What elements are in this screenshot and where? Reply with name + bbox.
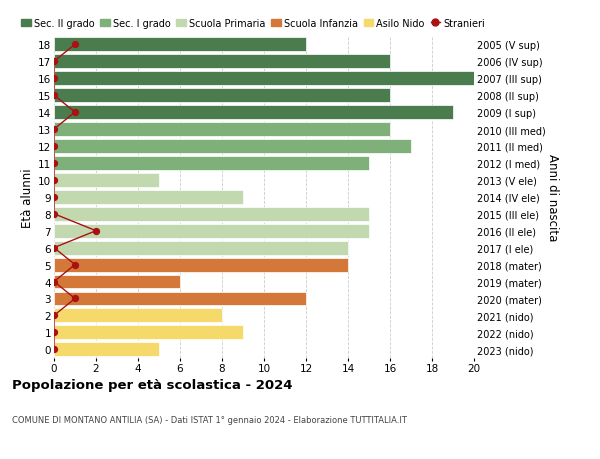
Bar <box>54 326 243 340</box>
Bar <box>54 258 348 272</box>
Point <box>70 261 80 269</box>
Text: Popolazione per età scolastica - 2024: Popolazione per età scolastica - 2024 <box>12 379 293 392</box>
Point <box>49 194 59 201</box>
Point <box>70 41 80 49</box>
Bar <box>54 106 453 120</box>
Bar <box>54 55 390 69</box>
Bar <box>54 174 159 187</box>
Point <box>49 177 59 184</box>
Bar <box>54 275 180 289</box>
Bar <box>54 241 348 255</box>
Point <box>70 295 80 302</box>
Point <box>49 312 59 319</box>
Bar <box>54 38 306 52</box>
Point <box>49 58 59 66</box>
Point <box>49 245 59 252</box>
Point <box>49 143 59 150</box>
Bar <box>54 224 369 238</box>
Point <box>49 75 59 83</box>
Y-axis label: Età alunni: Età alunni <box>21 168 34 227</box>
Point <box>70 109 80 117</box>
Bar <box>54 157 369 170</box>
Point <box>49 329 59 336</box>
Text: COMUNE DI MONTANO ANTILIA (SA) - Dati ISTAT 1° gennaio 2024 - Elaborazione TUTTI: COMUNE DI MONTANO ANTILIA (SA) - Dati IS… <box>12 415 407 425</box>
Legend: Sec. II grado, Sec. I grado, Scuola Primaria, Scuola Infanzia, Asilo Nido, Stran: Sec. II grado, Sec. I grado, Scuola Prim… <box>21 19 485 28</box>
Bar <box>54 292 306 306</box>
Point <box>49 126 59 134</box>
Bar <box>54 342 159 357</box>
Point <box>91 228 101 235</box>
Point <box>49 211 59 218</box>
Point <box>49 92 59 100</box>
Bar <box>54 140 411 154</box>
Bar <box>54 123 390 137</box>
Bar <box>54 207 369 221</box>
Bar <box>54 89 390 103</box>
Bar <box>54 309 222 323</box>
Bar <box>54 190 243 204</box>
Y-axis label: Anni di nascita: Anni di nascita <box>547 154 559 241</box>
Point <box>49 346 59 353</box>
Bar <box>54 72 474 86</box>
Point <box>49 160 59 167</box>
Point <box>49 278 59 285</box>
